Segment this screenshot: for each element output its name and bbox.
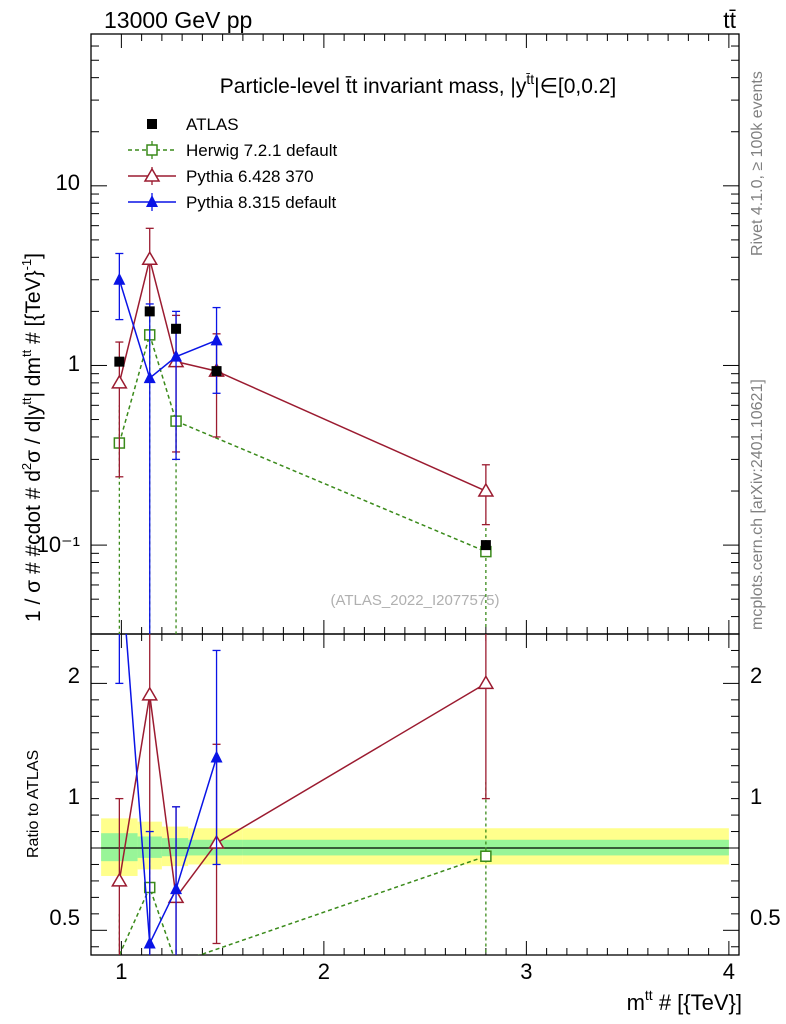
legend-marker [146,195,158,207]
legend-marker [143,167,161,182]
legend-item-pythia-6-428-370: Pythia 6.428 370 [128,167,314,186]
ratio-panel-frame [90,633,740,956]
data-point [143,936,156,949]
ratio-band-green [161,838,189,857]
data-point [170,882,183,895]
ylabel-part-0: 1 / σ # #cdot # d [22,470,45,622]
legend-label: Pythia 8.315 default [186,193,337,212]
ylabel-part-7: -1 [19,259,34,271]
legend-marker [146,144,158,156]
ratio-ylabel: Ratio to ATLAS [25,750,42,858]
ylabel-part-3: tt [19,397,34,405]
header-energy: 13000 GeV pp [104,7,252,33]
series-line-pythia-8-315-default [125,634,218,947]
data-point [210,750,223,763]
data-point [114,356,125,367]
ylabel-part-2: σ / d|y [22,404,45,463]
series-line-pythia-8-315-default [118,279,217,380]
series-line-herwig-7-2-1-default [118,332,487,553]
series-pythia-8-315-default [113,252,223,634]
ylabel-part-6: # [{TeV} [22,270,45,349]
legend-label: ATLAS [186,115,239,134]
xtick-label-2: 2 [318,959,330,984]
data-point [143,371,156,384]
data-point [480,850,492,862]
series-line-pythia-6-428-370 [118,259,487,492]
data-point [480,540,491,551]
data-point [111,872,128,887]
xtick-label-4: 4 [723,959,735,984]
data-point [141,686,159,701]
main-ytick-label-1: 1 [68,351,80,376]
xtick-label-1: 1 [115,959,127,984]
chart-title-main: Particle-level t̄t invariant mass, |y [220,75,527,98]
data-point [210,333,223,346]
main-ylabel: 1 / σ # #cdot # d2σ / d|ytt| dmtt # [{Te… [19,253,45,622]
series-pythia-8-315-default [115,634,223,955]
main-ytick-label-10: 10 [56,170,80,195]
ylabel-part-5: tt [19,349,34,357]
data-point [113,272,126,285]
legend: ATLAS Herwig 7.2.1 default Pythia 6.428 37… [128,115,337,212]
data-point [144,306,155,317]
mcplots-label: mcplots.cern.ch [arXiv:2401.10621] [749,379,766,630]
xtick-label-3: 3 [520,959,532,984]
ylabel-part-8: ] [22,253,45,259]
ylabel-part-4: | dm [22,357,45,397]
legend-label: Pythia 6.428 370 [186,167,314,186]
ratio-ytick-label-right-0p5: 0.5 [750,905,781,930]
data-point [111,374,128,389]
data-point [477,674,495,690]
data-point [211,366,222,377]
chart-title-sup: t̄t [526,71,534,87]
ratio-ytick-label-right-2: 2 [750,663,762,688]
ratio-ytick-label-0p5: 0.5 [49,905,80,930]
rivet-label: Rivet 4.1.0, ≥ 100k events [749,71,766,256]
chart-title: Particle-level t̄t invariant mass, |yt̄t… [220,71,616,98]
ratio-ytick-label-right-1: 1 [750,784,762,809]
legend-label: Herwig 7.2.1 default [186,141,337,160]
legend-item-pythia-8-315-default: Pythia 8.315 default [128,193,337,212]
main-series-layer [111,227,495,634]
main-ytick-label-0p1: 10⁻¹ [37,532,80,557]
xlabel: mtt # [{TeV}] [627,987,742,1015]
data-point [171,323,182,334]
ratio-series-layer [111,634,495,955]
analysis-watermark: (ATLAS_2022_I2077575) [330,592,499,609]
chart-title-end: |∈[0,0.2] [534,75,616,98]
series-pythia-6-428-370 [111,227,495,526]
legend-item-atlas: ATLAS [147,115,239,134]
ylabel-part-1: 2 [19,463,34,470]
data-point [141,250,159,266]
axis-ticks [91,33,739,955]
legend-item-herwig-7-2-1-default: Herwig 7.2.1 default [128,141,337,160]
series-atlas [114,306,491,551]
ratio-ytick-label-2: 2 [68,663,80,688]
xlabel-part-2: # [{TeV}] [653,990,742,1015]
header-process: tt̄ [723,7,736,33]
data-point [477,482,495,497]
tick-labels: 10 1 10⁻¹ 2 1 0.5 2 1 0.5 1 2 3 4 [37,170,781,984]
series-line-herwig-7-2-1-default [118,855,487,955]
legend-marker [147,119,157,129]
xlabel-part-1: tt [645,987,653,1003]
data-point [170,349,183,362]
ratio-ytick-label-1: 1 [68,784,80,809]
xlabel-part-0: m [627,990,645,1015]
